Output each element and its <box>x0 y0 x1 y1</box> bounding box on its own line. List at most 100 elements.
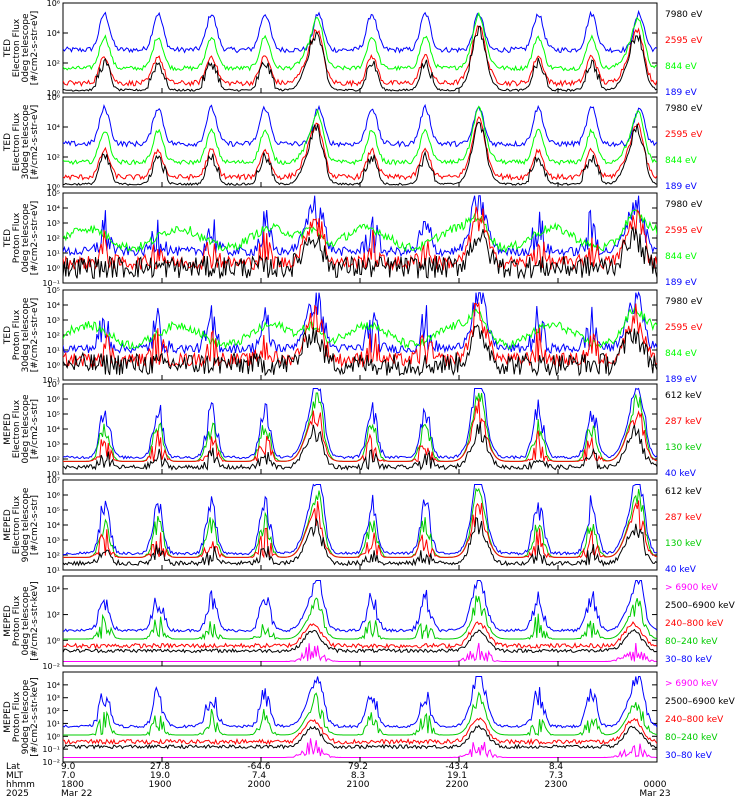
x-axis-value: 7.4 <box>252 771 267 781</box>
series-line <box>63 291 657 355</box>
legend-entry: 80–240 keV <box>665 733 718 743</box>
legend-entry: 287 keV <box>665 417 702 427</box>
y-axis-label-line: [#/cm2-s-str-keV] <box>30 677 40 756</box>
series-line <box>63 226 657 280</box>
y-tick-label: 10⁻¹ <box>42 745 60 754</box>
y-axis-label-line: 90deg telescope <box>21 487 31 562</box>
legend-entry: 189 eV <box>665 88 698 98</box>
y-tick-label: 10¹ <box>47 719 60 728</box>
panel-2: 10⁶ 10⁴ 10² 10⁰ TED Electron Flux 30deg telesc… <box>3 93 703 192</box>
panel-3: 10⁵ 10⁴ 10³ 10² 10¹ 10⁰ 10⁻¹ TED Proton Flux 0deg… <box>3 189 703 288</box>
y-tick-label: 10² <box>47 331 60 340</box>
series-line <box>63 116 657 182</box>
x-axis-row-label: hhmm <box>6 780 35 790</box>
series-group <box>63 9 657 93</box>
x-axis-value: 19.1 <box>447 771 467 781</box>
x-axis-value: 8.3 <box>351 771 365 781</box>
y-tick-label: 10⁶ <box>47 491 60 500</box>
legend-entry: 189 eV <box>665 375 698 385</box>
series-line <box>63 11 657 72</box>
series-line <box>63 500 657 559</box>
y-tick-label: 10⁵ <box>47 410 60 419</box>
legend-entry: 7980 eV <box>665 10 703 20</box>
legend-entry: 612 keV <box>665 487 702 497</box>
y-axis-label-line: Electron Flux <box>12 112 22 171</box>
x-axis-value: -43.4 <box>445 762 469 772</box>
legend-entry: 30–80 keV <box>665 751 713 761</box>
y-axis-label-line: Electron Flux <box>12 18 22 77</box>
series-group <box>63 580 657 663</box>
x-axis-row-label: 2025 <box>6 789 29 799</box>
y-tick-label: 10³ <box>47 219 60 228</box>
y-tick-label: 10⁰ <box>47 361 60 370</box>
legend-entry: 80–240 keV <box>665 637 718 647</box>
y-axis-label-line: Electron Flux <box>12 495 22 554</box>
y-tick-label: 10³ <box>47 316 60 325</box>
series-line <box>63 516 657 567</box>
y-tick-label: 10⁰ <box>47 183 60 192</box>
legend-entry: 2595 eV <box>665 36 703 46</box>
y-tick-label: 10¹ <box>47 346 60 355</box>
legend-entry: 2595 eV <box>665 130 703 140</box>
x-axis-value: 2100 <box>347 780 370 790</box>
y-tick-label: 10³ <box>47 694 60 703</box>
x-axis-value: 9.0 <box>61 762 76 772</box>
x-axis-value: 8.4 <box>549 762 564 772</box>
y-axis-label-line: MEPED <box>3 413 13 445</box>
series-line <box>63 25 657 88</box>
panel-1: 10⁶ 10⁴ 10² 10⁰ TED Electron Flux 0deg telesco… <box>3 0 703 98</box>
x-axis-value: 1900 <box>149 780 172 790</box>
series-line <box>63 105 657 166</box>
y-axis-label-line: 30deg telescope <box>21 297 31 372</box>
legend-entry: 240–800 keV <box>665 715 724 725</box>
y-axis-label-line: TED <box>3 229 13 248</box>
series-line <box>63 9 657 54</box>
y-tick-label: 10⁷ <box>47 380 60 389</box>
y-tick-label: 10⁴ <box>47 204 60 213</box>
series-line <box>63 580 657 633</box>
x-axis-value: 0000 <box>644 780 667 790</box>
y-tick-label: 10³ <box>47 440 60 449</box>
legend-entry: 2500–6900 keV <box>665 601 736 611</box>
legend-entry: 844 eV <box>665 62 698 72</box>
series-group <box>63 195 657 280</box>
legend-entry: 130 keV <box>665 539 702 549</box>
x-axis-value: 27.8 <box>150 762 170 772</box>
series-group <box>63 103 657 186</box>
y-axis-label-line: [#/cm2-s-str-eV] <box>30 105 40 180</box>
panel-4: 10⁵ 10⁴ 10³ 10² 10¹ 10⁰ 10⁻¹ TED Proton Flux 30de… <box>3 286 703 385</box>
x-axis-value: 2000 <box>248 780 271 790</box>
y-tick-label: 10³ <box>47 536 60 545</box>
y-axis-label-line: [#/cm2-s-str-eV] <box>30 298 40 373</box>
y-tick-label: 10⁻² <box>42 662 60 671</box>
y-tick-label: 10⁵ <box>47 286 60 295</box>
y-tick-label: 10⁶ <box>47 0 60 8</box>
y-tick-label: 10⁷ <box>47 476 60 485</box>
legend-entry: 612 keV <box>665 391 702 401</box>
y-tick-label: 10² <box>47 455 60 464</box>
y-tick-label: 10² <box>47 551 60 560</box>
series-line <box>63 691 657 737</box>
series-line <box>63 724 657 750</box>
y-axis-label-line: Proton Flux <box>12 691 22 742</box>
x-axis-value: 1800 <box>61 780 84 790</box>
y-tick-label: 10⁶ <box>47 93 60 102</box>
series-line <box>63 25 657 93</box>
y-tick-label: 10⁴ <box>47 681 60 690</box>
legend-entry: 2500–6900 keV <box>665 697 736 707</box>
y-axis-label-line: 90deg telescope <box>21 679 31 754</box>
y-axis-label-line: 0deg telescope <box>21 394 31 464</box>
x-axis-value: -64.6 <box>247 762 271 772</box>
y-axis-label-line: Proton Flux <box>12 212 22 263</box>
y-axis-label-line: [#/cm2-s-str] <box>30 399 40 459</box>
y-axis-label-line: TED <box>3 133 13 152</box>
y-tick-label: 10² <box>47 234 60 243</box>
y-axis-label-line: [#/cm2-s-str-keV] <box>30 581 40 660</box>
y-tick-label: 10⁻¹ <box>42 279 60 288</box>
series-group <box>63 291 657 377</box>
y-tick-label: 10⁴ <box>47 521 60 530</box>
legend-entry: 2595 eV <box>665 323 703 333</box>
panel-5: 10⁷ 10⁶ 10⁵ 10⁴ 10³ 10² 10¹ MEPED Electron Flux 0… <box>3 380 702 479</box>
